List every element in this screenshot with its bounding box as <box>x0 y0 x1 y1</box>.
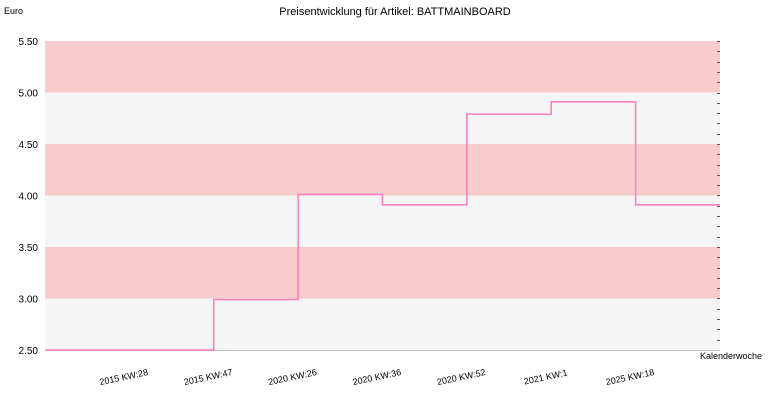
x-tick-label: 2025 KW:18 <box>605 367 655 387</box>
band <box>45 41 720 93</box>
x-tick-label: 2015 KW:47 <box>183 367 233 387</box>
x-tick-label: 2021 KW:1 <box>523 368 568 387</box>
background-bands <box>45 41 720 350</box>
band <box>45 92 720 144</box>
y-tick-label: 5.00 <box>19 89 39 100</box>
x-tick-label: 2020 KW:52 <box>436 367 486 387</box>
y-minor-ticks <box>717 41 720 341</box>
band <box>45 298 720 350</box>
y-tick-label: 4.50 <box>19 140 39 151</box>
x-tick-label: 2020 KW:26 <box>267 367 317 387</box>
y-tick-label: 3.00 <box>19 295 39 306</box>
y-tick-label: 3.50 <box>19 243 39 254</box>
chart-title: Preisentwicklung für Artikel: BATTMAINBO… <box>279 6 511 18</box>
y-tick-labels: 2.50 3.00 3.50 4.00 4.50 5.00 5.50 <box>19 37 39 357</box>
price-step-line <box>45 100 720 351</box>
y-tick-label: 4.00 <box>19 192 39 203</box>
band <box>45 144 720 196</box>
x-tick-label: 2015 KW:28 <box>99 367 149 387</box>
y-tick-label: 5.50 <box>19 37 39 48</box>
y-tick-label: 2.50 <box>19 346 39 357</box>
x-tick-labels: 2015 KW:28 2015 KW:47 2020 KW:26 2020 KW:36… <box>99 367 656 387</box>
y-axis-label: Euro <box>4 6 23 16</box>
x-tick-label: 2020 KW:36 <box>352 367 402 387</box>
x-axis-label: Kalenderwoche <box>700 351 762 361</box>
band <box>45 247 720 299</box>
